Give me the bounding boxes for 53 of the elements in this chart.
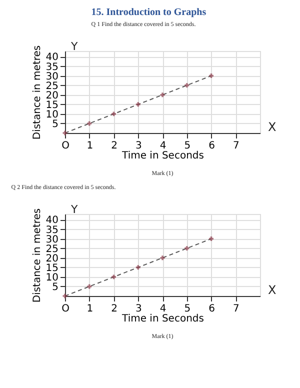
y-tick-label: 10 bbox=[46, 272, 58, 284]
point bbox=[62, 130, 68, 136]
y-tick-label: 10 bbox=[46, 109, 58, 120]
y-tick-label: 20 bbox=[46, 90, 58, 102]
annotation: Y bbox=[70, 40, 78, 53]
point bbox=[87, 284, 92, 289]
x-tick-label: 6 bbox=[208, 140, 215, 152]
x-tick-label: 2 bbox=[111, 140, 118, 152]
x-axis-title: Time in Seconds bbox=[121, 150, 204, 162]
x-tick-label: O bbox=[62, 140, 70, 152]
y-tick-label: 40 bbox=[46, 215, 58, 226]
x-tick-label: 1 bbox=[86, 304, 94, 314]
x-tick-label: 3 bbox=[135, 304, 142, 314]
y-tick-label: 40 bbox=[46, 52, 58, 64]
y-tick-label: 35 bbox=[46, 62, 58, 73]
x-tick-label: 1 bbox=[86, 140, 94, 152]
annotation: Y bbox=[70, 203, 78, 216]
y-tick-label: 25 bbox=[46, 80, 58, 92]
x-tick-label: 3 bbox=[135, 140, 142, 152]
x-tick-label: 4 bbox=[160, 304, 166, 314]
y-tick-label: 5 bbox=[52, 118, 58, 130]
y-tick-label: 25 bbox=[46, 244, 58, 255]
x-tick-label: 5 bbox=[184, 140, 191, 152]
y-tick-label: 5 bbox=[52, 282, 58, 293]
point bbox=[160, 256, 165, 260]
y-tick-label: 15 bbox=[46, 100, 58, 111]
y-tick-label: 30 bbox=[46, 71, 58, 82]
y-axis-title: Distance in metres bbox=[32, 45, 43, 140]
point bbox=[184, 246, 190, 251]
point bbox=[112, 274, 116, 280]
point bbox=[112, 112, 116, 116]
x-tick-label: 7 bbox=[232, 304, 240, 314]
y-axis-title: Distance in metres bbox=[32, 208, 43, 303]
y-tick-label: 20 bbox=[46, 253, 58, 264]
point bbox=[184, 83, 190, 88]
text: X bbox=[268, 283, 276, 297]
point bbox=[160, 92, 165, 98]
y-tick-label: 15 bbox=[46, 262, 58, 274]
text: X bbox=[268, 120, 276, 134]
point bbox=[136, 102, 140, 107]
point bbox=[62, 294, 68, 298]
y-tick-label: 30 bbox=[46, 234, 58, 246]
point bbox=[87, 121, 92, 126]
point bbox=[136, 265, 140, 270]
x-axis-title: Time in Seconds bbox=[121, 314, 204, 324]
x-tick-label: 4 bbox=[160, 140, 166, 152]
x-tick-label: 7 bbox=[232, 140, 240, 152]
x-tick-label: 5 bbox=[184, 304, 191, 314]
x-tick-label: 6 bbox=[208, 304, 215, 314]
x-tick-label: 2 bbox=[111, 304, 118, 314]
y-tick-label: 35 bbox=[46, 224, 58, 236]
x-tick-label: O bbox=[62, 304, 70, 314]
chart-title: 15. Introduction to Graphs bbox=[91, 7, 206, 18]
